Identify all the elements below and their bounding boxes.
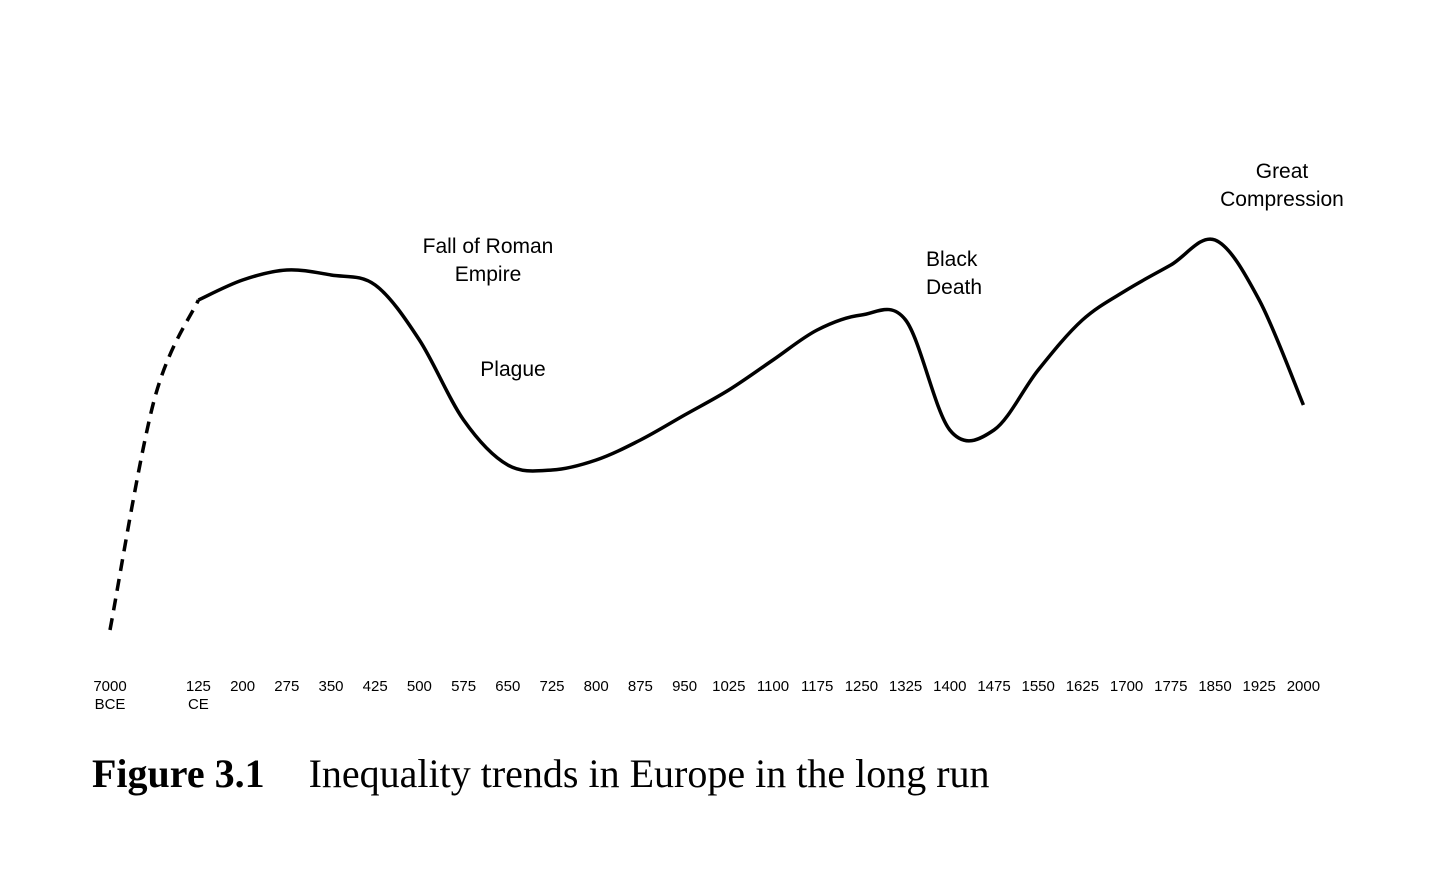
x-tick-label: 1100 — [756, 678, 790, 695]
x-tick-label: 1925 — [1242, 678, 1276, 695]
annotation: Black Death — [926, 248, 983, 299]
figure-label: Figure 3.1 — [92, 751, 265, 796]
x-tick-label: 1400 — [933, 678, 967, 695]
chart-title: Inequality trends in Europe in the long … — [308, 751, 990, 796]
x-tick-label: 200 — [230, 678, 256, 695]
x-tick-label: 2000 — [1286, 678, 1321, 695]
x-tick-label: 500 — [406, 678, 432, 695]
annotation: Fall of Roman Empire — [422, 235, 554, 286]
x-tick-label: 1850 — [1198, 678, 1232, 695]
x-tick-label: 1175 — [801, 678, 834, 695]
caption: Figure 3.1 Inequality trends in Europe in… — [92, 750, 990, 797]
x-tick-label: 1625 — [1065, 678, 1100, 695]
x-tick-label: 725 — [539, 678, 565, 695]
x-tick-label: 275 — [274, 678, 300, 695]
x-tick-label: 1775 — [1154, 678, 1188, 695]
annotation: Plague — [480, 358, 546, 381]
x-tick-label: 875 — [627, 678, 653, 695]
line — [197, 237, 1306, 473]
x-tick-label: 575 — [451, 678, 477, 695]
x-tick-label: 800 — [583, 678, 609, 695]
x-tick-label: 7000 BCE — [93, 678, 127, 713]
x-tick-label: 1325 — [888, 678, 923, 695]
x-tick-label: 425 — [362, 678, 388, 695]
x-tick-label: 1025 — [712, 678, 746, 695]
x-tick-label: 125 CE — [185, 678, 211, 713]
x-tick-label: 950 — [672, 678, 698, 695]
x-tick-label: 350 — [318, 678, 344, 695]
annotation: Great Compression — [1220, 160, 1344, 211]
x-tick-label: 1700 — [1109, 678, 1144, 695]
x-tick-label: 1250 — [844, 678, 879, 695]
x-tick-label: 650 — [495, 678, 521, 695]
x-tick-label: 1475 — [977, 678, 1011, 695]
line — [108, 299, 201, 631]
x-tick-label: 1550 — [1021, 678, 1055, 695]
